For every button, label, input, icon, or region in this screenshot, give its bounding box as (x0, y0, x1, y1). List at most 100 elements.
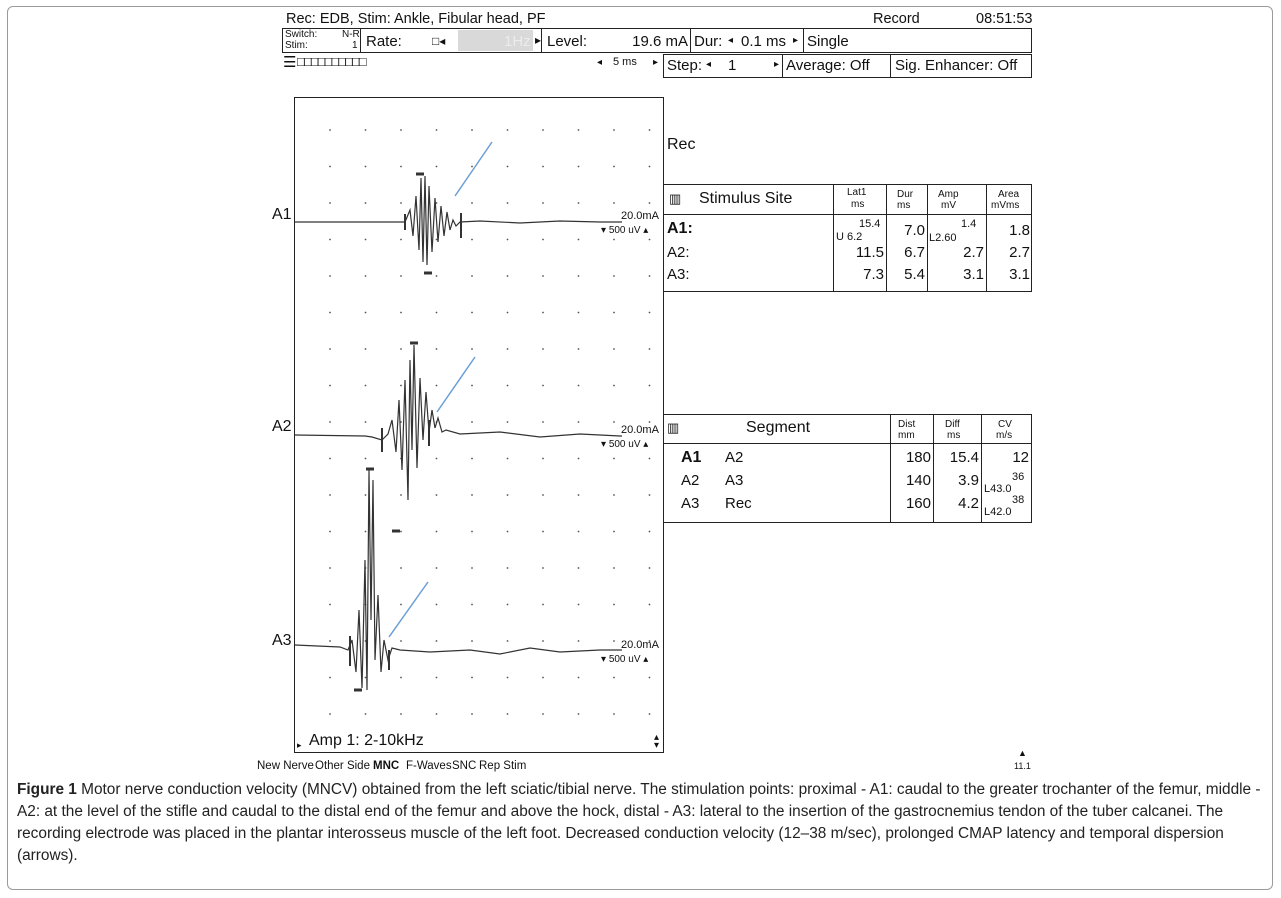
plot-expand-icon[interactable]: ▸ (297, 740, 302, 750)
figure-frame (7, 6, 1273, 890)
a1-dur: 7.0 (904, 222, 925, 239)
col-diff-unit: ms (947, 430, 961, 441)
trace-gain-a1[interactable]: ▾ 500 uV ▴ (601, 225, 649, 236)
trace-a1 (295, 172, 622, 275)
a2-amp: 2.7 (963, 244, 984, 261)
menu-mnc[interactable]: MNC (373, 760, 400, 772)
seg3-diff: 4.2 (958, 495, 979, 512)
trace-a3 (294, 467, 622, 692)
seg3-to: Rec (725, 495, 752, 512)
average-setting[interactable]: Average: Off (786, 57, 870, 74)
corner-eject-icon[interactable]: ▲ (1018, 748, 1027, 758)
trace-label-a1[interactable]: A1 (272, 206, 292, 223)
col-lat1-unit: ms (851, 199, 865, 210)
trace-a2 (294, 341, 622, 533)
channel-selector-icons[interactable]: □□□□□□□□□□ (297, 54, 367, 69)
seg2-diff: 3.9 (958, 472, 979, 489)
site-a2[interactable]: A2: (667, 244, 690, 261)
rate-value-field[interactable] (458, 30, 533, 51)
trace-label-a3[interactable]: A3 (272, 632, 292, 649)
level-label: Level: (547, 33, 588, 50)
col-dist-top: Dist (898, 419, 916, 430)
col-amp-unit: mV (941, 200, 956, 211)
seg2-dist: 140 (905, 472, 931, 489)
step-increase-icon[interactable]: ▸ (774, 59, 780, 70)
menu-snc[interactable]: SNC (452, 760, 477, 772)
recording-info: Rec: EDB, Stim: Ankle, Fibular head, PF (286, 11, 546, 27)
trace-gain-a3[interactable]: ▾ 500 uV ▴ (601, 654, 649, 665)
col-dur-top: Dur (897, 189, 914, 200)
control-bar (282, 28, 1032, 53)
a3-amp: 3.1 (963, 266, 984, 283)
a2-lat: 11.5 (855, 244, 884, 261)
table-grid-icon[interactable]: ▥ (669, 191, 682, 206)
arrow-markers (388, 141, 493, 638)
seg3-dist: 160 (905, 495, 931, 512)
figure-label: Figure 1 (17, 781, 77, 798)
rate-value: 1Hz (504, 33, 531, 50)
segment-table (663, 414, 1032, 523)
a3-dur: 5.4 (904, 266, 925, 283)
dur-decrease-icon[interactable]: ◂ (728, 35, 734, 46)
segment-grid-icon[interactable]: ▥ (667, 420, 680, 435)
trace-stim-a1: 20.0mA (621, 210, 659, 222)
col-diff-top: Diff (945, 419, 960, 430)
step-value[interactable]: 1 (728, 57, 737, 74)
figure-caption: Figure 1 Motor nerve conduction velocity… (17, 779, 1267, 867)
col-dur-unit: ms (897, 200, 911, 211)
seg2-cv-marker: L43.0 (984, 483, 1012, 495)
seg1-cv: 12 (1012, 449, 1029, 466)
menu-icon[interactable]: ☰ (283, 54, 297, 71)
clock-time: 08:51:53 (976, 11, 1033, 27)
level-value[interactable]: 19.6 mA (632, 33, 688, 50)
timebase-decrease-icon[interactable]: ◂ (597, 57, 603, 68)
a1-lat-value: 15.4 (859, 218, 881, 230)
col-lat1-top: Lat1 (847, 187, 867, 198)
rate-increase-icon[interactable]: ▸ (535, 33, 542, 47)
a3-lat: 7.3 (863, 266, 884, 283)
step-bar (663, 54, 1032, 78)
a1-area: 1.8 (1009, 222, 1030, 239)
step-decrease-icon[interactable]: ◂ (706, 59, 712, 70)
corner-value: 11.1 (1014, 761, 1031, 771)
switch-label: Switch: (285, 29, 318, 40)
rate-label: Rate: (366, 33, 402, 50)
stimulus-site-table (663, 184, 1032, 292)
col-dist-unit: mm (898, 430, 915, 441)
timebase-value[interactable]: 5 ms (613, 56, 637, 68)
seg1-diff: 15.4 (949, 449, 979, 466)
dur-increase-icon[interactable]: ▸ (793, 35, 799, 46)
a2-dur: 6.7 (904, 244, 925, 261)
trace-gain-a2[interactable]: ▾ 500 uV ▴ (601, 439, 649, 450)
rate-checkbox-icon[interactable]: □◂ (432, 34, 446, 48)
menu-other-side[interactable]: Other Side (315, 760, 370, 772)
stim-value[interactable]: 1 (352, 40, 358, 51)
menu-f-waves[interactable]: F-Waves (406, 760, 452, 772)
single-mode[interactable]: Single (807, 33, 849, 50)
menu-rep-stim[interactable]: Rep Stim (479, 760, 527, 772)
col-amp-top: Amp (938, 189, 959, 200)
trace-label-a2[interactable]: A2 (272, 418, 292, 435)
switch-value[interactable]: N-R (342, 29, 360, 40)
seg2-to: A3 (725, 472, 744, 489)
seg1-from[interactable]: A1 (681, 449, 702, 466)
dur-label: Dur: (694, 33, 723, 50)
record-mode[interactable]: Record (873, 11, 920, 27)
step-label: Step: (667, 57, 703, 74)
site-a3[interactable]: A3: (667, 266, 690, 283)
timebase-increase-icon[interactable]: ▸ (653, 57, 659, 68)
signal-enhancer-setting[interactable]: Sig. Enhancer: Off (895, 57, 1018, 74)
seg3-from[interactable]: A3 (681, 495, 700, 512)
seg3-cv-marker: L42.0 (984, 506, 1012, 518)
site-a1[interactable]: A1: (667, 220, 693, 237)
plot-scroll-icon[interactable]: ▴ ▾ (654, 732, 660, 751)
dur-value[interactable]: 0.1 ms (741, 33, 787, 50)
seg2-cv-value: 36 (1012, 471, 1025, 483)
seg1-to: A2 (725, 449, 744, 466)
segment-header: Segment (746, 419, 811, 436)
seg2-from[interactable]: A2 (681, 472, 700, 489)
seg1-dist: 180 (905, 449, 931, 466)
col-area-unit: mVms (991, 200, 1020, 211)
menu-new-nerve[interactable]: New Nerve (257, 760, 314, 772)
